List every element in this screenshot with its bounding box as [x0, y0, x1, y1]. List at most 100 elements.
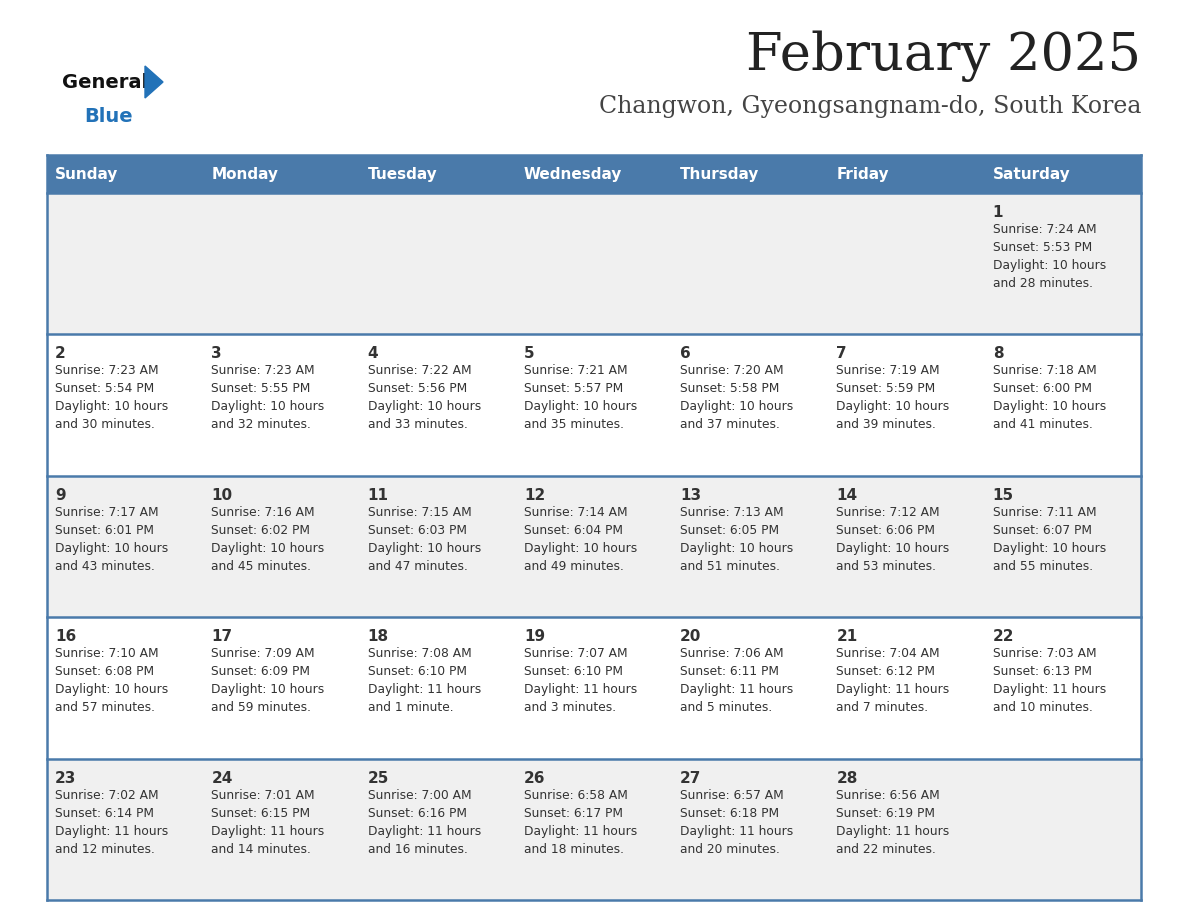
- Text: Daylight: 10 hours: Daylight: 10 hours: [993, 542, 1106, 554]
- Text: Sunset: 5:54 PM: Sunset: 5:54 PM: [55, 383, 154, 396]
- Text: Daylight: 10 hours: Daylight: 10 hours: [211, 683, 324, 696]
- Text: Sunday: Sunday: [55, 166, 119, 182]
- Text: Daylight: 10 hours: Daylight: 10 hours: [524, 400, 637, 413]
- Text: Sunrise: 6:58 AM: Sunrise: 6:58 AM: [524, 789, 627, 801]
- Text: Sunset: 6:03 PM: Sunset: 6:03 PM: [367, 524, 467, 537]
- Text: Daylight: 10 hours: Daylight: 10 hours: [993, 259, 1106, 272]
- Text: Sunrise: 7:19 AM: Sunrise: 7:19 AM: [836, 364, 940, 377]
- Text: Daylight: 11 hours: Daylight: 11 hours: [681, 824, 794, 837]
- Text: 8: 8: [993, 346, 1004, 362]
- Text: 22: 22: [993, 629, 1015, 644]
- Text: Sunrise: 7:18 AM: Sunrise: 7:18 AM: [993, 364, 1097, 377]
- Text: and 20 minutes.: and 20 minutes.: [681, 843, 781, 856]
- Text: Sunrise: 7:20 AM: Sunrise: 7:20 AM: [681, 364, 784, 377]
- Text: Tuesday: Tuesday: [367, 166, 437, 182]
- Text: and 32 minutes.: and 32 minutes.: [211, 419, 311, 431]
- Text: Sunset: 6:15 PM: Sunset: 6:15 PM: [211, 807, 310, 820]
- Text: Sunset: 6:08 PM: Sunset: 6:08 PM: [55, 666, 154, 678]
- Text: Sunset: 6:13 PM: Sunset: 6:13 PM: [993, 666, 1092, 678]
- Text: Sunset: 6:06 PM: Sunset: 6:06 PM: [836, 524, 935, 537]
- Text: and 43 minutes.: and 43 minutes.: [55, 560, 154, 573]
- Text: 12: 12: [524, 487, 545, 503]
- Text: Sunset: 6:14 PM: Sunset: 6:14 PM: [55, 807, 154, 820]
- Text: 19: 19: [524, 629, 545, 644]
- Text: 21: 21: [836, 629, 858, 644]
- Text: Thursday: Thursday: [681, 166, 759, 182]
- Text: 28: 28: [836, 770, 858, 786]
- Text: Sunrise: 7:16 AM: Sunrise: 7:16 AM: [211, 506, 315, 519]
- Text: Sunset: 5:53 PM: Sunset: 5:53 PM: [993, 241, 1092, 254]
- Text: and 49 minutes.: and 49 minutes.: [524, 560, 624, 573]
- Text: Sunset: 6:12 PM: Sunset: 6:12 PM: [836, 666, 935, 678]
- Text: Sunset: 5:59 PM: Sunset: 5:59 PM: [836, 383, 936, 396]
- Text: and 53 minutes.: and 53 minutes.: [836, 560, 936, 573]
- Text: Sunrise: 7:10 AM: Sunrise: 7:10 AM: [55, 647, 159, 660]
- Text: and 41 minutes.: and 41 minutes.: [993, 419, 1093, 431]
- Text: and 45 minutes.: and 45 minutes.: [211, 560, 311, 573]
- Text: Sunrise: 7:24 AM: Sunrise: 7:24 AM: [993, 223, 1097, 236]
- Text: and 55 minutes.: and 55 minutes.: [993, 560, 1093, 573]
- Text: 3: 3: [211, 346, 222, 362]
- Text: and 33 minutes.: and 33 minutes.: [367, 419, 467, 431]
- Text: Sunrise: 7:07 AM: Sunrise: 7:07 AM: [524, 647, 627, 660]
- Text: Sunrise: 6:56 AM: Sunrise: 6:56 AM: [836, 789, 940, 801]
- Text: Daylight: 11 hours: Daylight: 11 hours: [836, 683, 949, 696]
- Text: and 10 minutes.: and 10 minutes.: [993, 701, 1093, 714]
- Text: Sunrise: 7:09 AM: Sunrise: 7:09 AM: [211, 647, 315, 660]
- Text: 2: 2: [55, 346, 65, 362]
- Text: Sunrise: 7:23 AM: Sunrise: 7:23 AM: [211, 364, 315, 377]
- Text: 14: 14: [836, 487, 858, 503]
- Text: Daylight: 10 hours: Daylight: 10 hours: [211, 400, 324, 413]
- Text: 17: 17: [211, 629, 233, 644]
- Bar: [48, 758, 1140, 900]
- Text: Sunrise: 7:14 AM: Sunrise: 7:14 AM: [524, 506, 627, 519]
- Text: Daylight: 10 hours: Daylight: 10 hours: [993, 400, 1106, 413]
- Text: Sunset: 6:19 PM: Sunset: 6:19 PM: [836, 807, 935, 820]
- Text: February 2025: February 2025: [746, 30, 1140, 82]
- Text: Sunset: 5:55 PM: Sunset: 5:55 PM: [211, 383, 310, 396]
- Text: Sunrise: 7:22 AM: Sunrise: 7:22 AM: [367, 364, 472, 377]
- Text: Sunset: 6:11 PM: Sunset: 6:11 PM: [681, 666, 779, 678]
- Text: Daylight: 10 hours: Daylight: 10 hours: [681, 542, 794, 554]
- Text: Sunset: 6:09 PM: Sunset: 6:09 PM: [211, 666, 310, 678]
- Text: 24: 24: [211, 770, 233, 786]
- Text: and 35 minutes.: and 35 minutes.: [524, 419, 624, 431]
- Text: Sunset: 5:57 PM: Sunset: 5:57 PM: [524, 383, 624, 396]
- Text: Sunset: 5:56 PM: Sunset: 5:56 PM: [367, 383, 467, 396]
- Text: Daylight: 10 hours: Daylight: 10 hours: [836, 400, 949, 413]
- Text: Blue: Blue: [84, 107, 133, 127]
- Text: and 5 minutes.: and 5 minutes.: [681, 701, 772, 714]
- Text: 27: 27: [681, 770, 702, 786]
- Text: and 1 minute.: and 1 minute.: [367, 701, 453, 714]
- Text: Sunset: 6:00 PM: Sunset: 6:00 PM: [993, 383, 1092, 396]
- Text: and 14 minutes.: and 14 minutes.: [211, 843, 311, 856]
- Text: Daylight: 11 hours: Daylight: 11 hours: [367, 824, 481, 837]
- Text: Sunrise: 7:08 AM: Sunrise: 7:08 AM: [367, 647, 472, 660]
- Text: General: General: [62, 73, 148, 92]
- Text: 25: 25: [367, 770, 388, 786]
- Text: Sunrise: 6:57 AM: Sunrise: 6:57 AM: [681, 789, 784, 801]
- Text: Sunrise: 7:01 AM: Sunrise: 7:01 AM: [211, 789, 315, 801]
- Text: Sunset: 6:17 PM: Sunset: 6:17 PM: [524, 807, 623, 820]
- Text: Daylight: 10 hours: Daylight: 10 hours: [367, 400, 481, 413]
- Text: and 7 minutes.: and 7 minutes.: [836, 701, 929, 714]
- Text: 18: 18: [367, 629, 388, 644]
- Text: Changwon, Gyeongsangnam-do, South Korea: Changwon, Gyeongsangnam-do, South Korea: [599, 95, 1140, 118]
- Text: Daylight: 10 hours: Daylight: 10 hours: [367, 542, 481, 554]
- Text: 26: 26: [524, 770, 545, 786]
- Text: Daylight: 11 hours: Daylight: 11 hours: [211, 824, 324, 837]
- Text: Monday: Monday: [211, 166, 278, 182]
- Text: 1: 1: [993, 205, 1003, 220]
- Text: 5: 5: [524, 346, 535, 362]
- Text: Daylight: 11 hours: Daylight: 11 hours: [836, 824, 949, 837]
- Text: Sunrise: 7:13 AM: Sunrise: 7:13 AM: [681, 506, 784, 519]
- Text: Sunrise: 7:12 AM: Sunrise: 7:12 AM: [836, 506, 940, 519]
- Text: and 30 minutes.: and 30 minutes.: [55, 419, 154, 431]
- Text: 9: 9: [55, 487, 65, 503]
- Text: Sunset: 6:16 PM: Sunset: 6:16 PM: [367, 807, 467, 820]
- Text: 4: 4: [367, 346, 378, 362]
- Text: Daylight: 11 hours: Daylight: 11 hours: [993, 683, 1106, 696]
- Text: Sunrise: 7:15 AM: Sunrise: 7:15 AM: [367, 506, 472, 519]
- Text: Sunset: 6:10 PM: Sunset: 6:10 PM: [367, 666, 467, 678]
- Bar: [48, 476, 1140, 617]
